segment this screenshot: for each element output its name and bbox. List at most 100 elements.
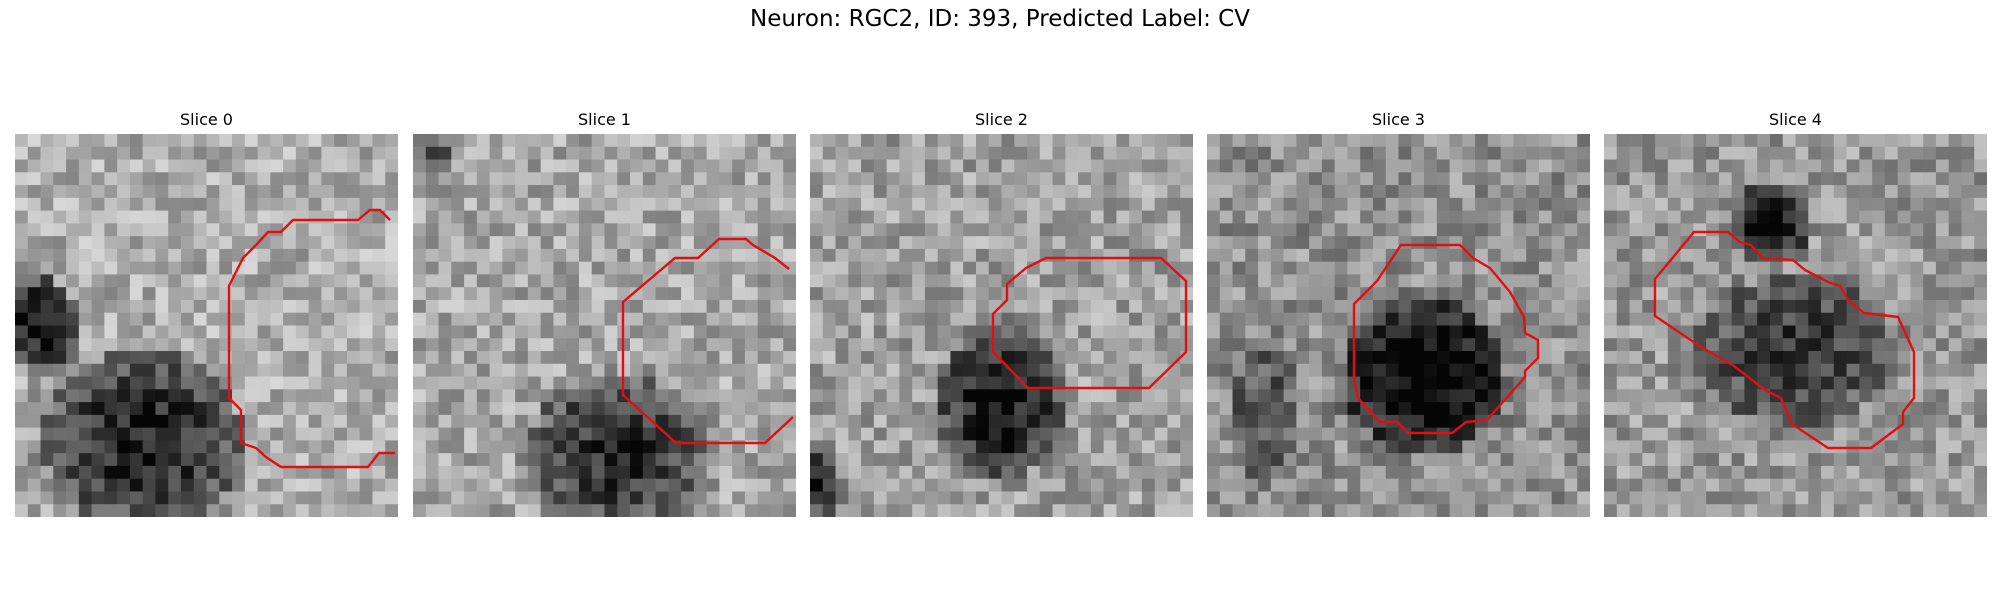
pixel-tile — [270, 402, 284, 416]
pixel-tile — [1309, 312, 1323, 326]
pixel-tile — [540, 338, 554, 352]
pixel-tile — [1141, 172, 1156, 186]
pixel-tile — [1744, 504, 1758, 517]
pixel-tile — [1706, 325, 1720, 339]
pixel-tile — [1207, 504, 1221, 517]
pixel-tile — [168, 134, 182, 148]
pixel-tile — [283, 389, 297, 403]
pixel-tile — [1526, 478, 1540, 492]
pixel-tile — [757, 146, 771, 161]
pixel-tile — [1296, 389, 1310, 403]
pixel-tile — [578, 325, 593, 339]
pixel-tile — [15, 197, 29, 212]
pixel-tile — [321, 376, 335, 390]
pixel-tile — [413, 427, 427, 441]
pixel-tile — [270, 338, 284, 352]
pixel-tile — [1833, 236, 1848, 250]
pixel-tile — [912, 159, 926, 173]
pixel-tile — [91, 427, 105, 441]
pixel-tile — [1757, 197, 1771, 212]
pixel-tile — [1680, 427, 1694, 441]
pixel-tile — [476, 210, 491, 224]
pixel-tile — [104, 197, 118, 212]
pixel-tile — [142, 414, 156, 429]
pixel-tile — [78, 376, 93, 390]
pixel-tile — [1462, 440, 1476, 454]
pixel-tile — [835, 414, 849, 429]
pixel-tile — [78, 440, 93, 454]
pixel-tile — [1551, 414, 1565, 429]
pixel-tile — [668, 363, 682, 378]
pixel-tile — [1744, 287, 1758, 301]
pixel-tile — [1910, 236, 1924, 250]
pixel-tile — [822, 185, 837, 199]
pixel-tile — [413, 223, 427, 237]
pixel-tile — [1014, 351, 1028, 365]
pixel-tile — [604, 312, 618, 326]
pixel-tile — [527, 363, 542, 378]
pixel-tile — [1948, 338, 1962, 352]
pixel-tile — [578, 465, 593, 480]
pixel-tile — [257, 504, 271, 517]
pixel-tile — [219, 414, 233, 429]
pixel-tile — [1052, 478, 1066, 492]
pixel-tile — [783, 287, 796, 301]
pixel-tile — [206, 351, 220, 365]
pixel-tile — [924, 248, 939, 263]
pixel-tile — [1258, 274, 1272, 288]
pixel-tile — [1039, 261, 1054, 275]
pixel-tile — [372, 146, 386, 161]
pixel-tile — [1551, 440, 1565, 454]
pixel-tile — [66, 325, 80, 339]
pixel-tile — [270, 236, 284, 250]
pixel-tile — [886, 478, 900, 492]
pixel-tile — [1385, 376, 1399, 390]
pixel-tile — [1961, 453, 1975, 467]
pixel-tile — [1948, 376, 1962, 390]
pixel-tile — [1872, 185, 1886, 199]
pixel-tile — [1744, 414, 1758, 429]
pixel-tile — [1309, 440, 1323, 454]
pixel-tile — [1436, 248, 1451, 263]
segmentation-contour — [227, 208, 395, 469]
pixel-tile — [1884, 504, 1899, 517]
pixel-tile — [1629, 248, 1643, 263]
pixel-tile — [1232, 402, 1246, 416]
pixel-tile — [1411, 261, 1425, 275]
pixel-tile — [489, 146, 503, 161]
pixel-tile — [988, 338, 1002, 352]
pixel-tile — [1859, 312, 1873, 326]
pixel-tile — [950, 312, 964, 326]
pixel-tile — [1334, 491, 1348, 505]
pixel-tile — [1500, 453, 1514, 467]
pixel-tile — [1731, 146, 1745, 161]
pixel-tile — [464, 172, 478, 186]
pixel-tile — [873, 299, 888, 314]
pixel-tile — [1551, 248, 1565, 263]
pixel-tile — [1052, 504, 1066, 517]
pixel-tile — [244, 465, 259, 480]
pixel-tile — [732, 465, 746, 480]
pixel-tile — [1027, 376, 1041, 390]
pixel-tile — [1897, 261, 1911, 275]
pixel-tile — [1693, 312, 1707, 326]
pixel-tile — [155, 134, 169, 148]
pixel-tile — [385, 440, 398, 454]
pixel-tile — [1014, 389, 1028, 403]
pixel-tile — [630, 478, 644, 492]
pixel-tile — [822, 287, 837, 301]
pixel-tile — [1718, 146, 1733, 161]
pixel-tile — [1859, 465, 1873, 480]
pixel-tile — [1449, 414, 1463, 429]
pixel-tile — [206, 453, 220, 467]
pixel-tile — [413, 236, 427, 250]
pixel-tile — [1309, 197, 1323, 212]
pixel-tile — [835, 389, 849, 403]
pixel-tile — [1360, 223, 1374, 237]
pixel-tile — [578, 453, 593, 467]
pixel-tile — [1642, 325, 1656, 339]
pixel-tile — [668, 312, 682, 326]
pixel-tile — [975, 504, 990, 517]
pixel-tile — [810, 299, 824, 314]
pixel-tile — [295, 491, 310, 505]
